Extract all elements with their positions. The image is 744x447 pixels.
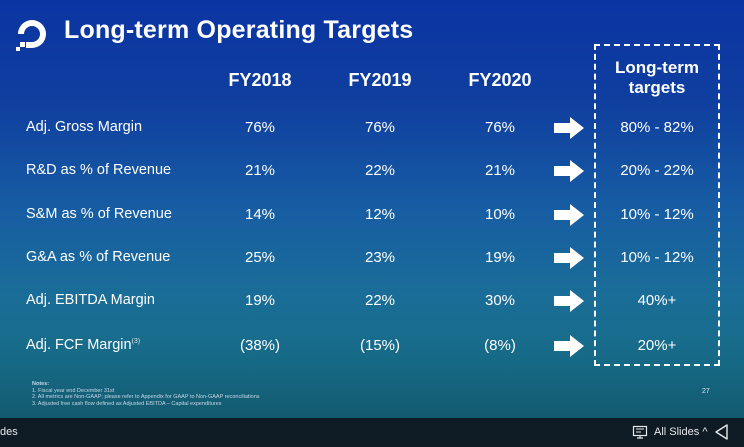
all-slides-button[interactable]: All Slides ^: [654, 426, 707, 438]
value-fy2018: 19%: [244, 292, 276, 309]
note-line: 1. Fiscal year end December 31st: [32, 387, 115, 394]
value-fy2020: 76%: [484, 119, 516, 136]
target-value: 20% - 22%: [620, 162, 694, 179]
value-fy2019: (15%): [359, 337, 400, 354]
value-fy2019: 22%: [364, 292, 396, 309]
value-fy2020: 10%: [484, 206, 516, 223]
arrow-right-icon: [554, 117, 584, 139]
target-value: 10% - 12%: [620, 206, 694, 223]
arrow-right-icon: [554, 204, 584, 226]
note-line: 3. Adjusted free cash flow defined as Ad…: [32, 400, 222, 407]
row-label: R&D as % of Revenue: [26, 162, 172, 178]
target-value: 10% - 12%: [620, 249, 694, 266]
metric-row-gna: G&A as % of Revenue 25% 23% 19% 10% - 12…: [0, 247, 744, 273]
column-header-fy2019: FY2019: [348, 70, 412, 90]
arrow-right-icon: [554, 247, 584, 269]
slides-icon[interactable]: [632, 424, 648, 440]
value-fy2019: 12%: [364, 206, 396, 223]
value-fy2018: 21%: [244, 162, 276, 179]
value-fy2019: 23%: [364, 249, 396, 266]
all-slides-label: All Slides: [654, 426, 700, 438]
target-value: 80% - 82%: [620, 119, 694, 136]
viewer-left-label[interactable]: des: [0, 426, 18, 438]
column-header-fy2018: FY2018: [228, 70, 292, 90]
value-fy2019: 22%: [364, 162, 396, 179]
arrow-right-icon: [554, 160, 584, 182]
target-value: 40%+: [637, 292, 677, 309]
value-fy2019: 76%: [364, 119, 396, 136]
notes-heading: Notes:: [32, 381, 50, 387]
longterm-header-line2: targets: [628, 78, 686, 97]
digitalocean-logo-icon: [16, 20, 46, 51]
value-fy2018: (38%): [239, 337, 280, 354]
metric-row-fcf: Adj. FCF Margin(3) (38%) (15%) (8%) 20%+: [0, 335, 744, 361]
longterm-targets-header: Long-term targets: [594, 58, 720, 98]
presentation-slide: Long-term Operating Targets FY2018 FY201…: [0, 0, 744, 418]
value-fy2018: 25%: [244, 249, 276, 266]
metric-row-snm: S&M as % of Revenue 14% 12% 10% 10% - 12…: [0, 204, 744, 230]
page-number: 27: [702, 388, 710, 395]
row-label: Adj. Gross Margin: [26, 119, 143, 135]
footnote-marker: (3): [131, 338, 141, 346]
row-label: S&M as % of Revenue: [26, 206, 172, 222]
column-header-fy2020: FY2020: [468, 70, 532, 90]
target-value: 20%+: [637, 337, 677, 354]
row-label: G&A as % of Revenue: [26, 249, 171, 265]
value-fy2020: 19%: [484, 249, 516, 266]
metric-row-rnd: R&D as % of Revenue 21% 22% 21% 20% - 22…: [0, 160, 744, 186]
metric-row-ebitda: Adj. EBITDA Margin 19% 22% 30% 40%+: [0, 290, 744, 316]
viewer-toolbar: des All Slides ^: [0, 418, 744, 447]
row-label: Adj. FCF Margin(3): [26, 337, 141, 353]
slide-title: Long-term Operating Targets: [64, 16, 414, 44]
back-arrow-icon[interactable]: [713, 423, 731, 441]
longterm-header-line1: Long-term: [614, 58, 700, 77]
value-fy2020: 30%: [484, 292, 516, 309]
metric-row-gross-margin: Adj. Gross Margin 76% 76% 76% 80% - 82%: [0, 117, 744, 143]
note-line: 2. All metrics are Non-GAAP; please refe…: [32, 394, 260, 400]
value-fy2020: (8%): [484, 337, 516, 354]
longterm-targets-box: [594, 44, 720, 366]
row-label: Adj. EBITDA Margin: [26, 292, 155, 308]
arrow-right-icon: [554, 290, 584, 312]
chevron-up-icon: ^: [702, 426, 708, 438]
arrow-right-icon: [554, 335, 584, 357]
value-fy2018: 76%: [244, 119, 276, 136]
value-fy2020: 21%: [484, 162, 516, 179]
slide-notes: Notes: 1. Fiscal year end December 31st …: [32, 381, 260, 407]
value-fy2018: 14%: [244, 206, 276, 223]
